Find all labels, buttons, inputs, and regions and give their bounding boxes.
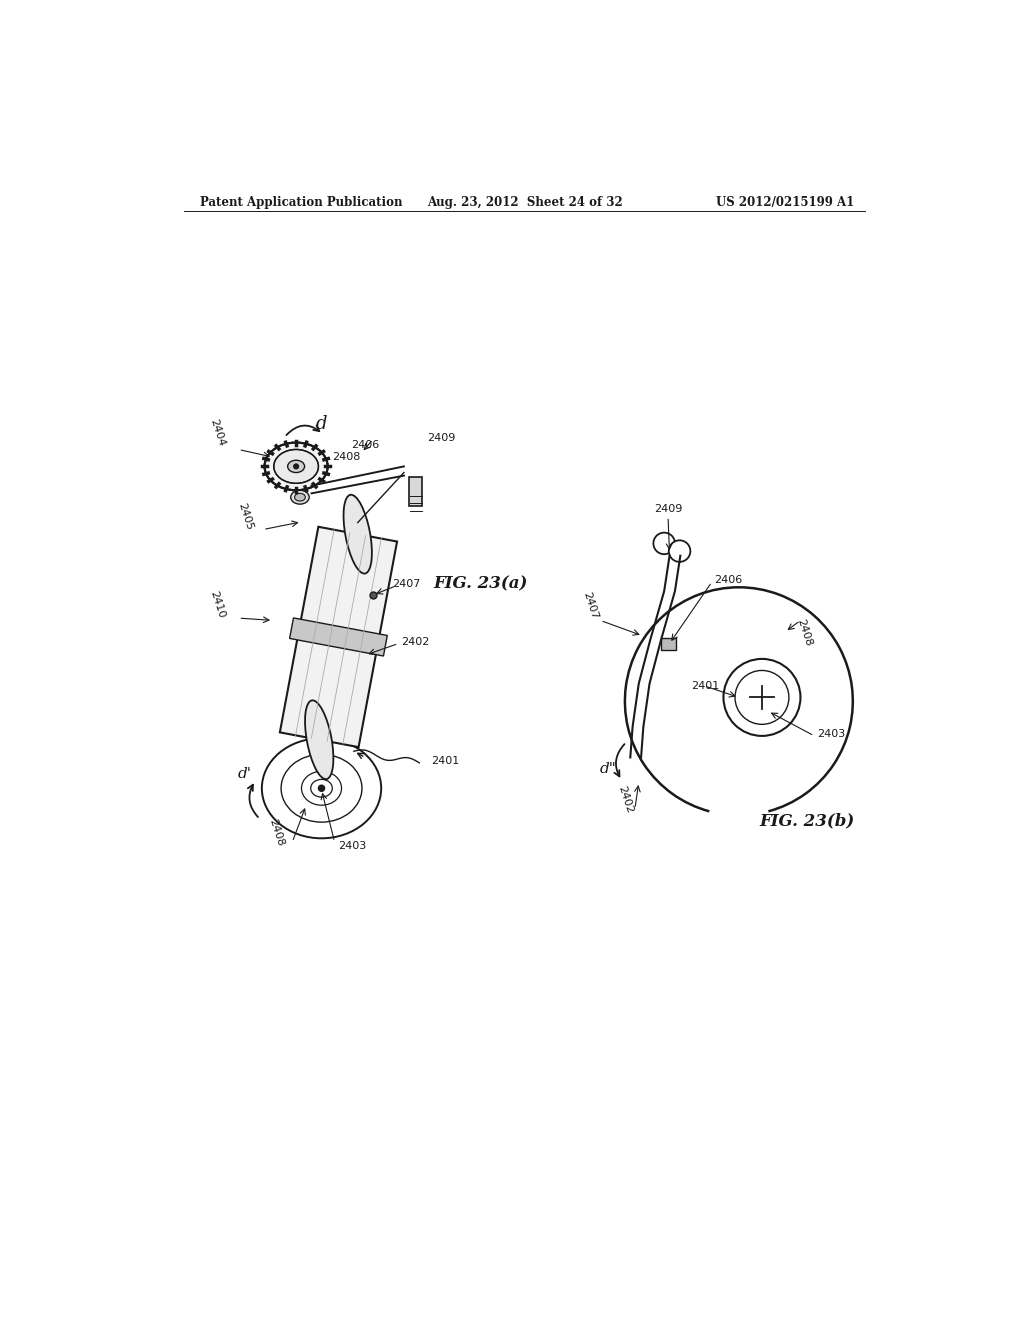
Text: 2406: 2406 xyxy=(714,576,742,585)
Text: 2407: 2407 xyxy=(582,590,600,620)
Circle shape xyxy=(318,785,325,792)
Text: Patent Application Publication: Patent Application Publication xyxy=(200,195,402,209)
Ellipse shape xyxy=(273,449,318,483)
Text: 2410: 2410 xyxy=(208,590,226,619)
Text: 2403: 2403 xyxy=(817,730,846,739)
Circle shape xyxy=(653,533,675,554)
Text: 2408: 2408 xyxy=(332,453,360,462)
Text: d: d xyxy=(315,414,328,433)
Text: 2401: 2401 xyxy=(431,755,459,766)
Text: 2402: 2402 xyxy=(401,638,430,647)
Polygon shape xyxy=(280,527,397,747)
Bar xyxy=(662,638,677,651)
Text: 2408: 2408 xyxy=(267,817,286,847)
Text: FIG. 23(b): FIG. 23(b) xyxy=(759,812,854,829)
Text: d": d" xyxy=(600,762,616,776)
Circle shape xyxy=(669,540,690,562)
Circle shape xyxy=(724,659,801,737)
Text: 2409: 2409 xyxy=(654,504,682,515)
Ellipse shape xyxy=(343,495,372,574)
Text: Aug. 23, 2012  Sheet 24 of 32: Aug. 23, 2012 Sheet 24 of 32 xyxy=(427,195,623,209)
Text: FIG. 23(a): FIG. 23(a) xyxy=(434,576,528,593)
Text: 2406: 2406 xyxy=(351,440,380,450)
Text: 2403: 2403 xyxy=(339,841,367,851)
Text: 2405: 2405 xyxy=(237,502,255,532)
Text: 2404: 2404 xyxy=(208,418,226,447)
Text: 2401: 2401 xyxy=(691,681,719,690)
Polygon shape xyxy=(290,618,387,656)
Text: 2409: 2409 xyxy=(427,433,456,444)
Text: US 2012/0215199 A1: US 2012/0215199 A1 xyxy=(716,195,854,209)
Ellipse shape xyxy=(291,490,309,504)
Circle shape xyxy=(293,463,299,470)
FancyBboxPatch shape xyxy=(410,478,422,507)
Text: 2407: 2407 xyxy=(392,579,421,589)
Text: d': d' xyxy=(238,767,252,781)
Text: 2402: 2402 xyxy=(616,784,634,814)
Ellipse shape xyxy=(264,442,328,490)
Ellipse shape xyxy=(295,494,305,502)
Ellipse shape xyxy=(288,461,304,473)
Ellipse shape xyxy=(305,701,334,779)
Text: 2408: 2408 xyxy=(796,618,814,647)
